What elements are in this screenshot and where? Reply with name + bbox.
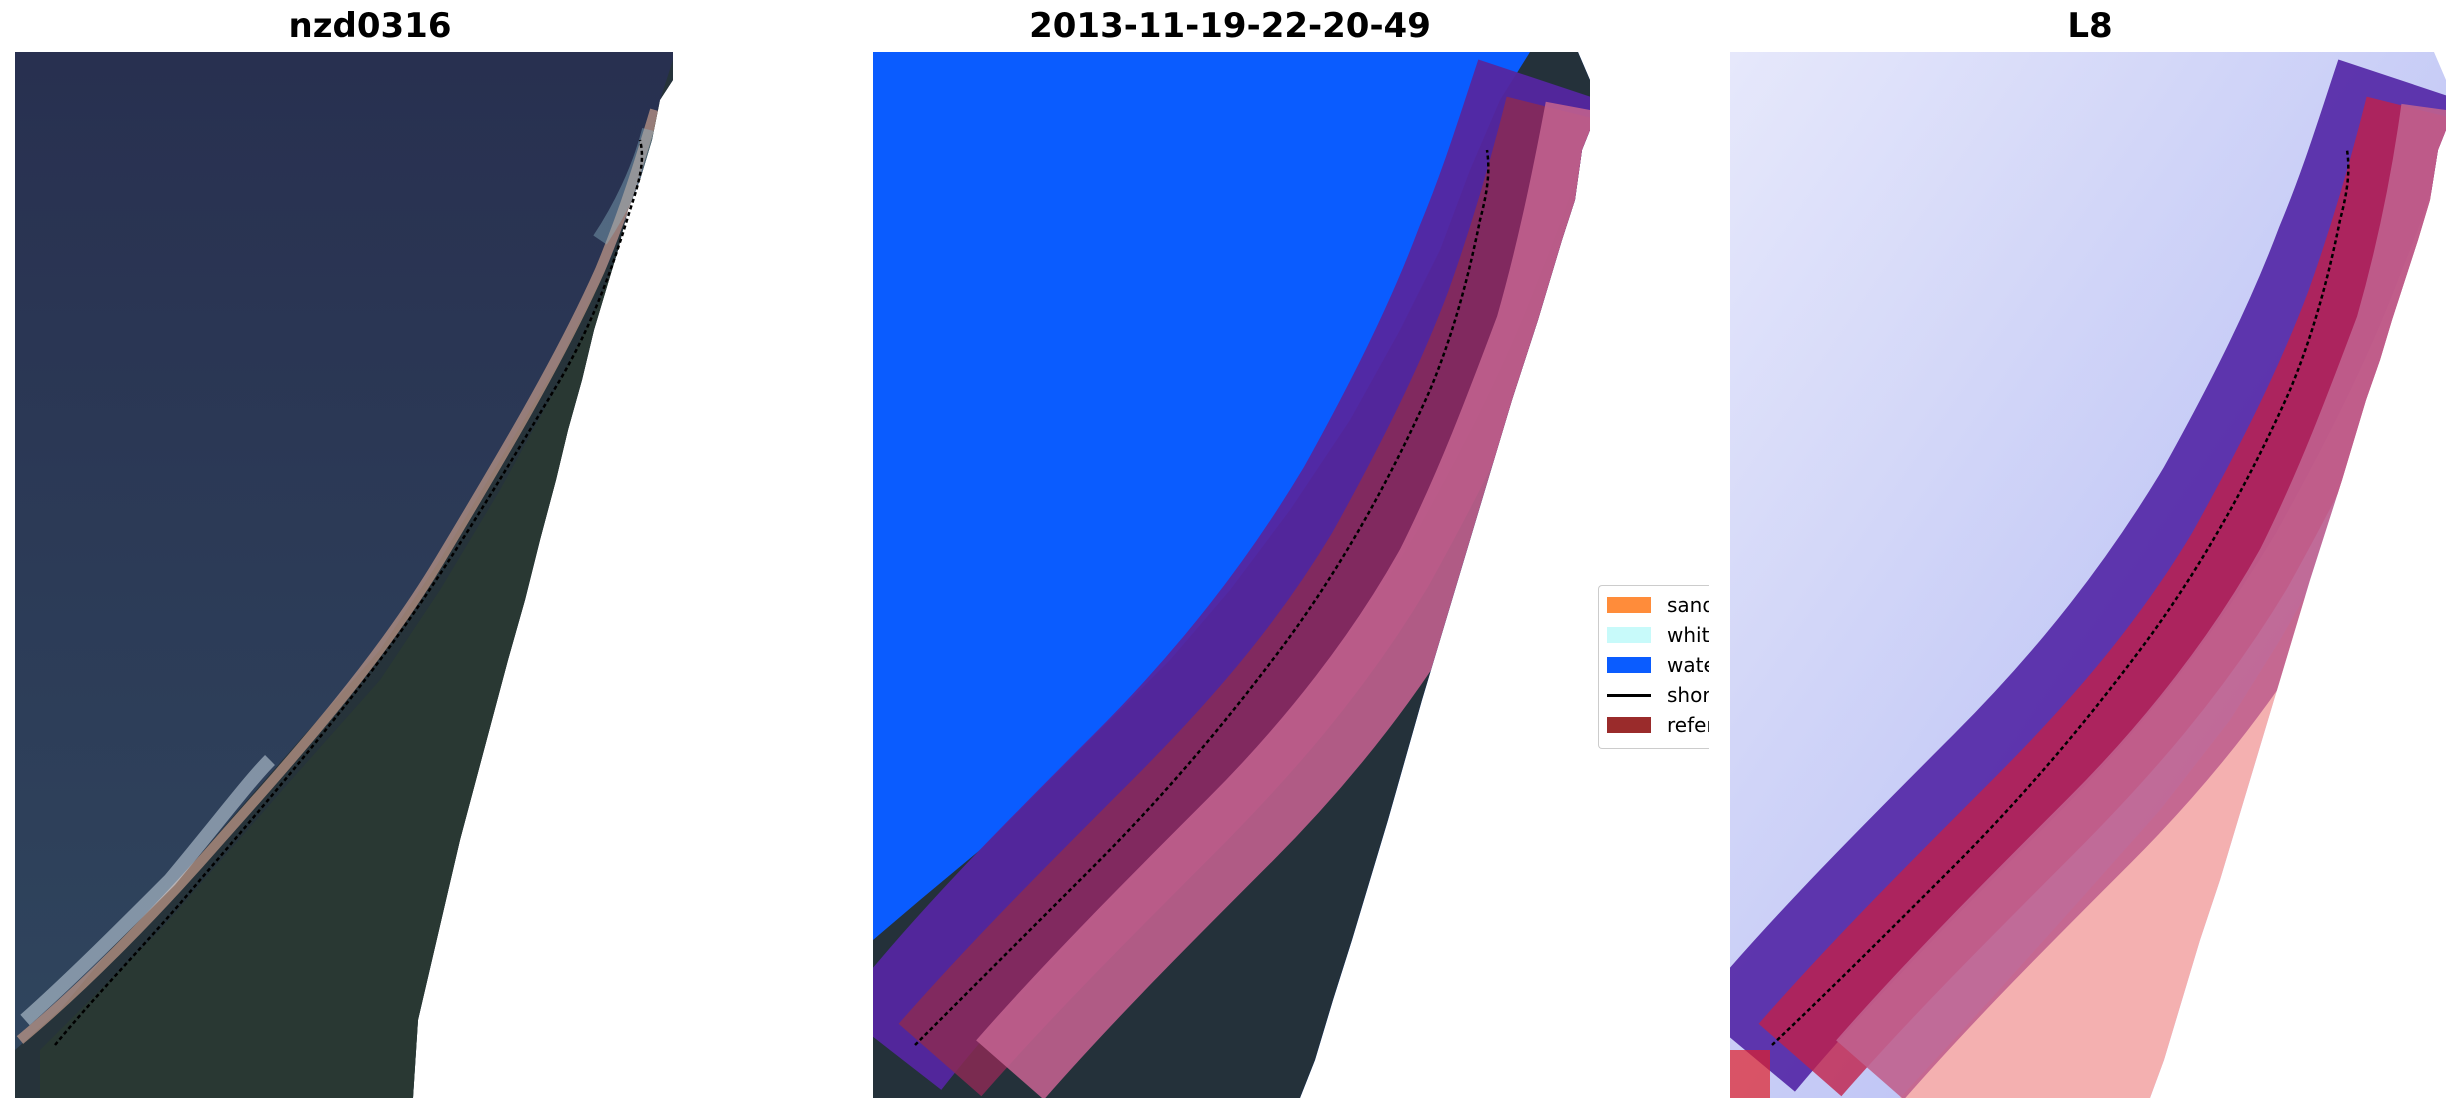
reference-swatch-icon	[1607, 717, 1651, 733]
panel-title-rgb: nzd0316	[288, 6, 452, 46]
water-swatch-icon	[1607, 657, 1651, 673]
shoreline-classified	[914, 149, 1490, 1046]
sand-swatch-icon	[1607, 597, 1651, 613]
legend-item-reference: reference shoreline buffer	[1607, 710, 1709, 740]
legend-item-sand: sand	[1607, 590, 1709, 620]
legend-item-whitewater: whitewater	[1607, 620, 1709, 650]
legend-label: whitewater	[1667, 623, 1709, 647]
whitewater-swatch-icon	[1607, 627, 1651, 643]
panel-title-index: L8	[2067, 6, 2113, 46]
shoreline-index	[1771, 149, 2350, 1046]
rgb-image	[15, 52, 673, 1098]
legend: sand whitewater water shoreline referenc…	[1598, 585, 1709, 749]
legend-label: reference shoreline buffer	[1667, 713, 1709, 737]
legend-item-shoreline: shoreline	[1607, 680, 1709, 710]
legend-label: water	[1667, 653, 1709, 677]
legend-item-water: water	[1607, 650, 1709, 680]
classified-image	[873, 52, 1590, 1098]
legend-label: sand	[1667, 593, 1709, 617]
legend-label: shoreline	[1667, 683, 1709, 707]
panel-title-classified: 2013-11-19-22-20-49	[1029, 6, 1431, 46]
shoreline-line-icon	[1607, 693, 1651, 697]
